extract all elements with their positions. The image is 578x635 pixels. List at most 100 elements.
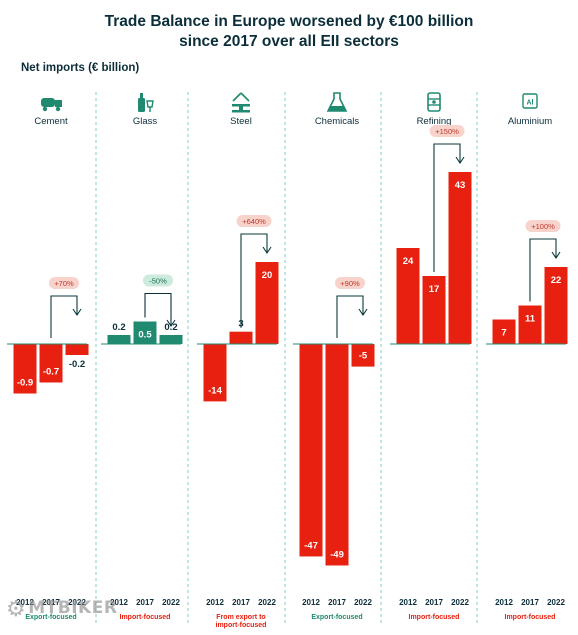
- chevron-down-icon: [358, 308, 368, 316]
- bar-value-label: -0.7: [43, 367, 59, 378]
- flask-icon: [326, 92, 348, 112]
- bar-refining-2012: [396, 248, 420, 344]
- bar-value-label: 17: [429, 284, 440, 295]
- chart-title-line-2: since 2017 over all EII sectors: [179, 33, 399, 50]
- cement-drum: [41, 98, 55, 107]
- bar-glass-2012: [107, 335, 131, 344]
- change-badge: [525, 220, 561, 232]
- panel-cement: Cement -0.9 2012 -0.7 2017 -0.2 2022 +70% Export…: [13, 98, 89, 621]
- bar-value-label: -0.2: [69, 359, 85, 370]
- bar-value-label: -47: [304, 540, 318, 551]
- bar-value-label: -49: [330, 549, 344, 560]
- bar-value-label: 0.2: [112, 322, 125, 333]
- x-tick-label: 2022: [68, 598, 86, 607]
- panel-name: Aluminium: [508, 116, 552, 127]
- change-badge: [236, 215, 272, 227]
- bar-cement-2022: [65, 344, 89, 355]
- chevron-down-icon: [551, 251, 561, 259]
- chevron-down-icon: [166, 319, 176, 327]
- watermark: ⚙ MTBIKER: [6, 597, 117, 622]
- change-badge-label: +640%: [242, 217, 266, 226]
- bar-chemicals-2017: [325, 344, 349, 566]
- focus-label: Import-focused: [409, 614, 460, 621]
- x-tick-label: 2012: [399, 598, 417, 607]
- chevron-down-icon: [72, 308, 82, 316]
- change-bracket: [50, 295, 78, 338]
- bar-value-label: -14: [208, 385, 222, 396]
- x-tick-label: 2012: [302, 598, 320, 607]
- chevron-down-icon: [262, 246, 272, 254]
- bar-value-label: 7: [501, 328, 506, 339]
- panel-name: Refining: [417, 116, 452, 127]
- bar-aluminium-2022: [544, 267, 568, 344]
- focus-label: Export-focused: [311, 614, 362, 621]
- bar-value-label: 11: [525, 314, 536, 325]
- chart-title-line-1: Trade Balance in Europe worsened by €100…: [104, 13, 474, 30]
- x-tick-label: 2022: [354, 598, 372, 607]
- x-tick-label: 2022: [451, 598, 469, 607]
- bar-chemicals-2022: [351, 344, 375, 367]
- bar-value-label: 20: [262, 270, 273, 281]
- bar-glass-2017: [133, 321, 157, 344]
- bar-value-label: 43: [455, 180, 466, 191]
- bar-aluminium-2017: [518, 305, 542, 344]
- bar-refining-2017: [422, 276, 446, 344]
- change-badge-label: +70%: [54, 279, 74, 288]
- bar-aluminium-2012: [492, 319, 516, 344]
- gear-logo-icon: ⚙: [6, 597, 27, 622]
- x-tick-label: 2022: [162, 598, 180, 607]
- change-bracket: [144, 292, 172, 325]
- x-tick-label: 2017: [136, 598, 154, 607]
- x-tick-label: 2017: [328, 598, 346, 607]
- bottle-glass-icon: [138, 93, 154, 112]
- panel-glass: Glass 0.2 2012 0.5 2017 0.2 2022 -50% Import-foc…: [107, 93, 183, 621]
- chevron-down-icon: [455, 156, 465, 164]
- panel-refining: Refining 24 2012 17 2017 43 2022 +150% Import-fo…: [396, 92, 472, 621]
- x-tick-label: 2017: [42, 598, 60, 607]
- bar-chemicals-2012: [299, 344, 323, 557]
- bar-value-label: 22: [551, 275, 562, 286]
- svg-text:Al: Al: [527, 100, 534, 107]
- bar-cement-2017: [39, 344, 63, 383]
- focus-label: Import-focused: [505, 614, 556, 621]
- change-bracket: [433, 143, 461, 272]
- x-tick-label: 2022: [547, 598, 565, 607]
- x-tick-label: 2012: [495, 598, 513, 607]
- x-tick-label: 2017: [521, 598, 539, 607]
- change-bracket: [240, 233, 268, 328]
- x-tick-label: 2012: [206, 598, 224, 607]
- bar-cement-2012: [13, 344, 37, 394]
- change-badge: [49, 277, 79, 289]
- change-badge-label: +90%: [340, 279, 360, 288]
- watermark-text: MTBIKER: [28, 598, 118, 618]
- bar-steel-2017: [229, 331, 253, 344]
- x-tick-label: 2017: [232, 598, 250, 607]
- focus-label: Export-focused: [25, 614, 76, 621]
- focus-label: Import-focused: [120, 614, 171, 621]
- steel-beam-icon: [232, 92, 250, 113]
- panel-chemicals: Chemicals -47 2012 -49 2017 -5 2022 +90% Export-…: [299, 92, 375, 621]
- x-tick-label: 2017: [425, 598, 443, 607]
- panel-name: Steel: [230, 116, 252, 127]
- bar-glass-2022: [159, 335, 183, 344]
- bar-value-label: 0.5: [138, 330, 152, 341]
- bar-value-label: -0.9: [17, 378, 33, 389]
- focus-label: import-focused: [216, 622, 267, 629]
- cement-mixer-icon: [41, 98, 62, 112]
- panel-name: Cement: [34, 116, 68, 127]
- focus-label: From export to: [216, 614, 265, 621]
- change-bracket: [336, 295, 364, 338]
- change-badge: [429, 125, 465, 137]
- panel-name: Chemicals: [315, 116, 360, 127]
- chart-title: Trade Balance in Europe worsened by €100…: [0, 12, 578, 52]
- change-bracket: [529, 238, 557, 302]
- aluminium-element-icon: Al: [522, 93, 538, 109]
- change-badge-label: +100%: [531, 222, 555, 231]
- change-badge-label: -50%: [149, 277, 167, 286]
- change-badge-label: +150%: [435, 127, 459, 136]
- x-tick-label: 2012: [16, 598, 34, 607]
- bar-steel-2012: [203, 344, 227, 402]
- bar-refining-2022: [448, 172, 472, 344]
